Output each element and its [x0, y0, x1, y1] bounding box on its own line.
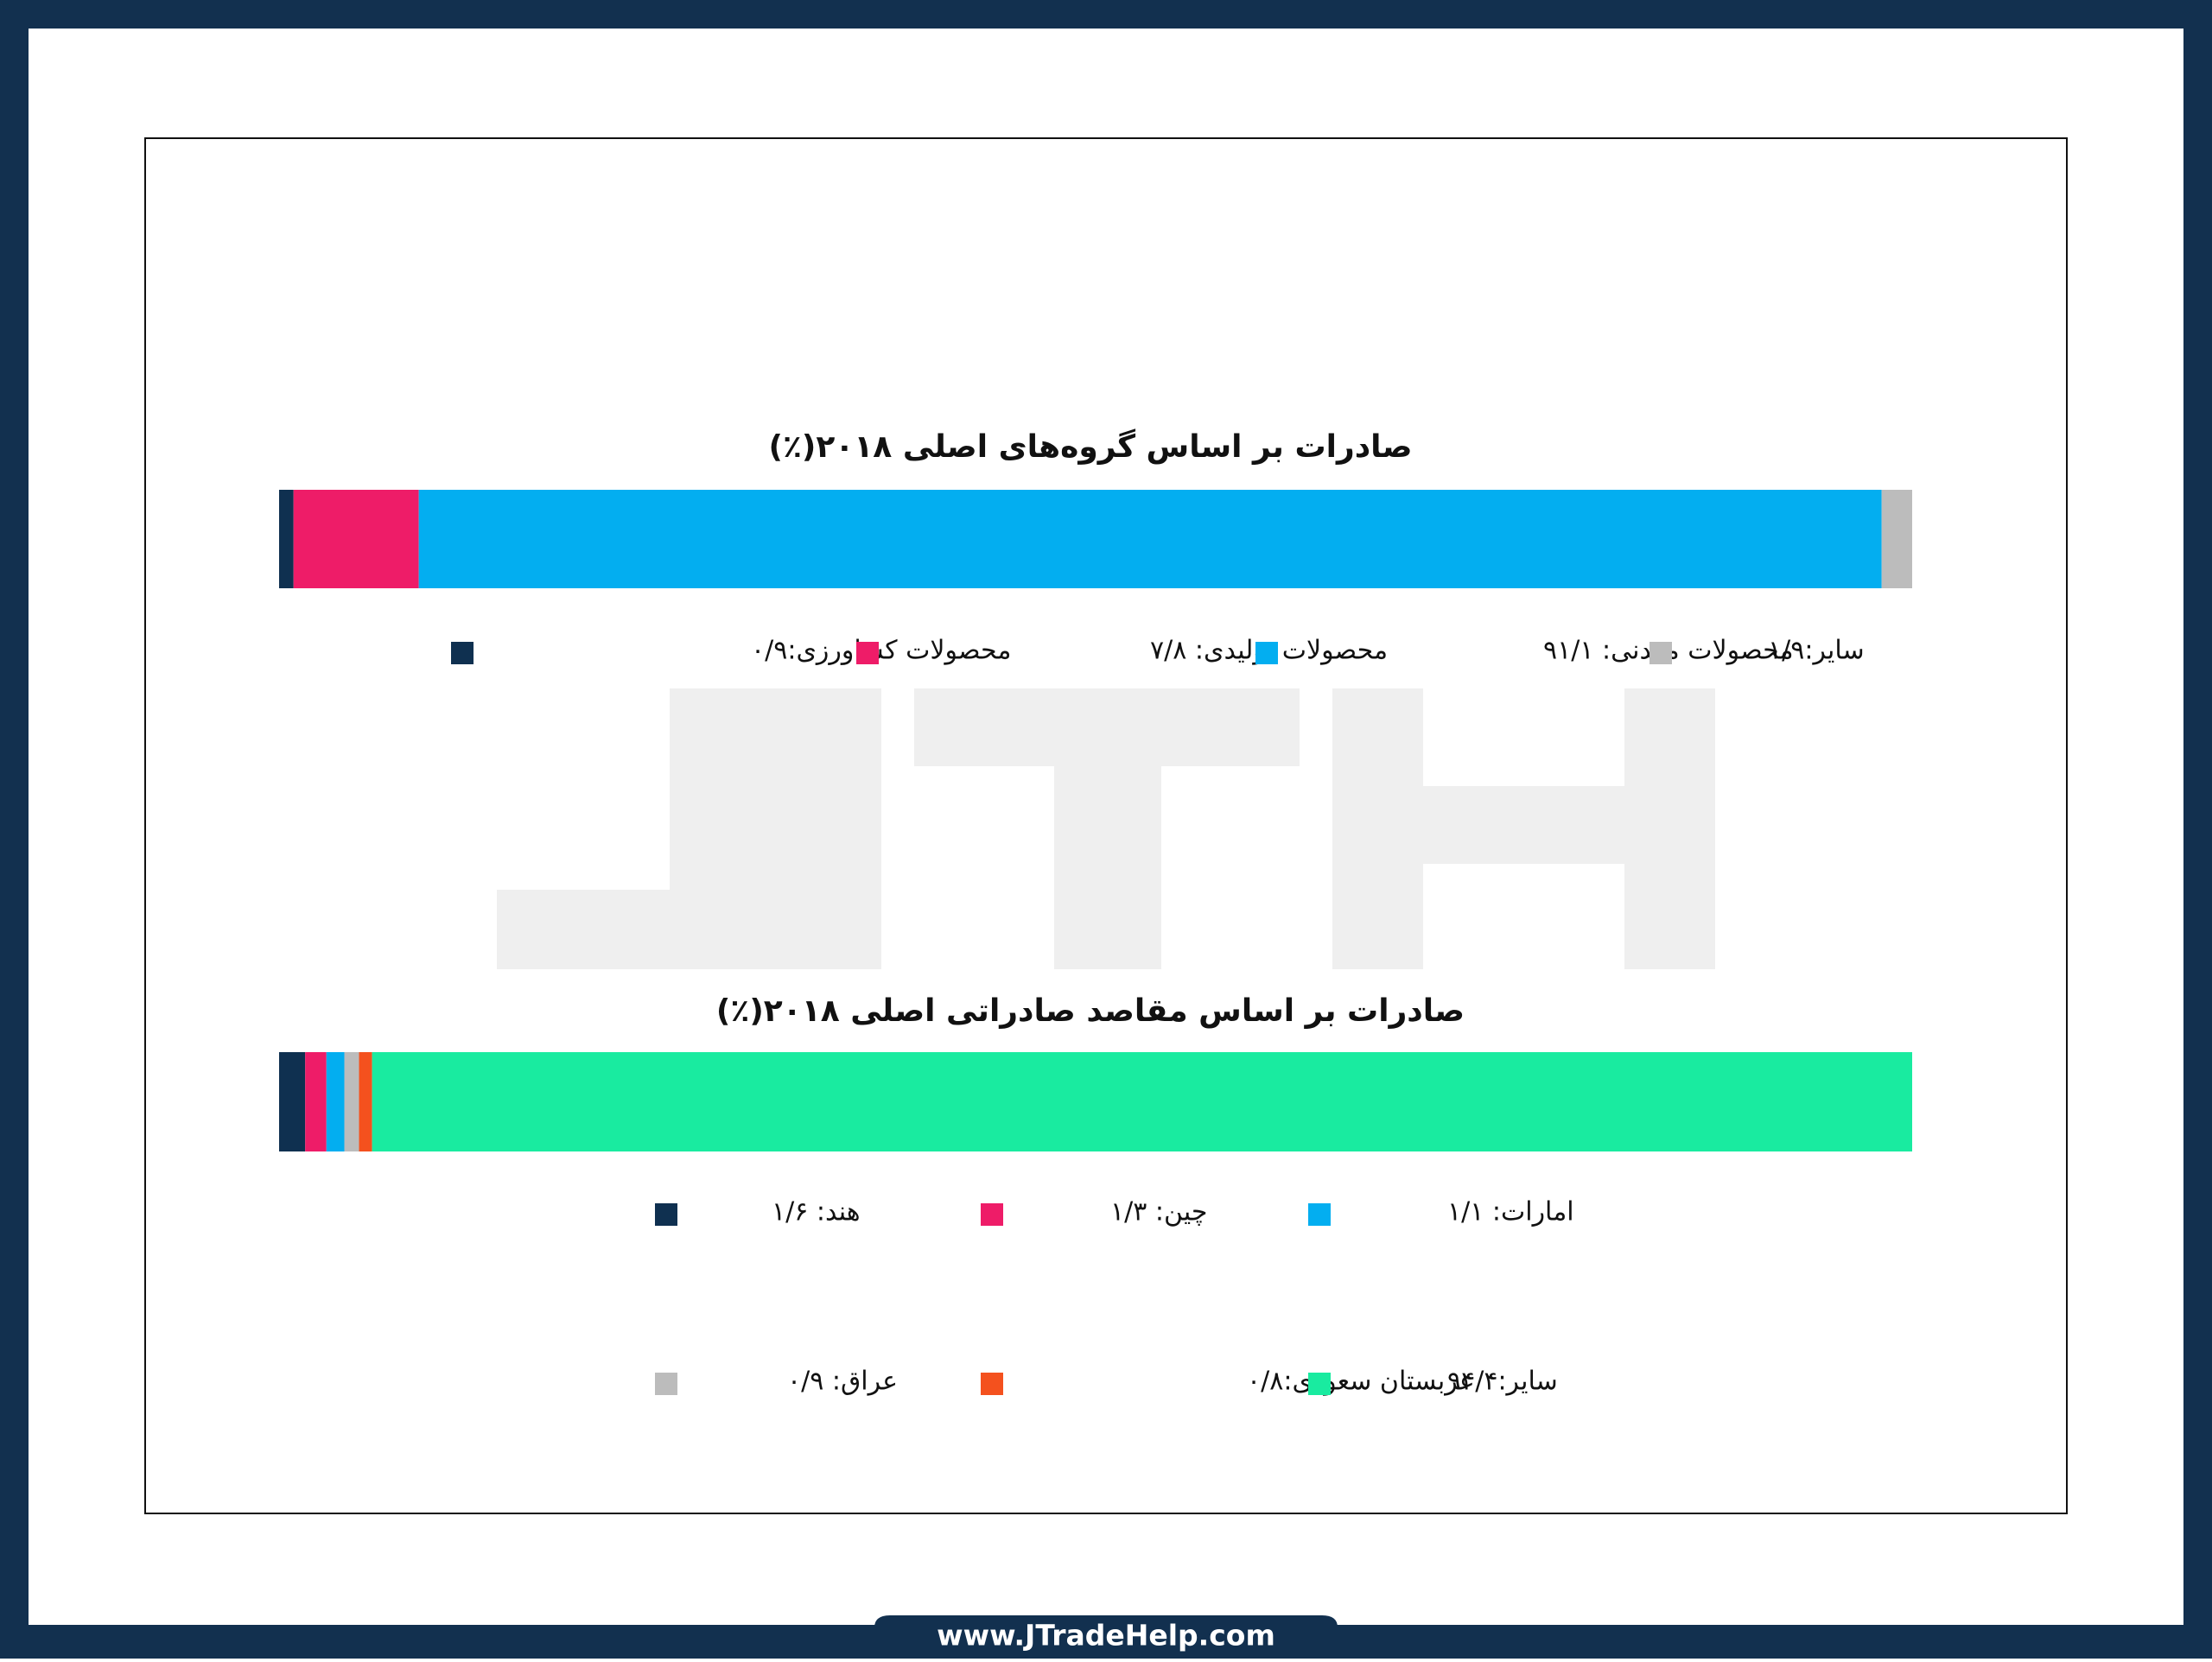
watermark: [497, 688, 1715, 969]
legend-swatch: [1308, 1203, 1331, 1226]
legend-swatch: [1308, 1373, 1331, 1395]
legend-label: عراق: ۰/۹: [787, 1367, 898, 1397]
bar-segment: [344, 1052, 359, 1151]
footer-tab: [874, 1615, 1338, 1659]
legend-swatch: [981, 1203, 1003, 1226]
legend-swatch: [655, 1373, 677, 1395]
inner-box: [144, 137, 2068, 1514]
bar-segment: [326, 1052, 345, 1151]
bar-segment: [305, 1052, 327, 1151]
legend-swatch: [655, 1203, 677, 1226]
legend-label: سایر:۱/۹: [1768, 636, 1865, 666]
legend-label: محصولات کشاورزی:۰/۹: [751, 636, 1011, 666]
legend-swatch: [1255, 642, 1278, 664]
legend-swatch: [451, 642, 474, 664]
legend-swatch: [981, 1373, 1003, 1395]
bar-segment: [279, 1052, 306, 1151]
bar-segment: [359, 1052, 372, 1151]
legend-swatch: [856, 642, 879, 664]
bar-segment: [418, 490, 1882, 588]
legend-label: امارات: ۱/۱: [1447, 1197, 1574, 1227]
legend-label: سایر:۹۴/۴: [1447, 1367, 1558, 1397]
chart-title: صادرات بر اساس مقاصد صادراتی اصلی ۲۰۱۸(٪…: [716, 993, 1465, 1029]
legend-label: عربستان سعودی:۰/۸: [1247, 1367, 1475, 1397]
footer-url: www.JTradeHelp.com: [937, 1619, 1275, 1652]
bar-segment: [1881, 490, 1912, 588]
bar-segment: [372, 1052, 1913, 1151]
bar-segment: [293, 490, 419, 588]
legend-label: هند: ۱/۶: [772, 1197, 861, 1227]
chart-title: صادرات بر اساس گروه‌های اصلی ۲۰۱۸(٪): [769, 428, 1413, 465]
legend-label: چین: ۱/۳: [1110, 1197, 1207, 1227]
legend-swatch: [1649, 642, 1672, 664]
bar-segment: [279, 490, 294, 588]
